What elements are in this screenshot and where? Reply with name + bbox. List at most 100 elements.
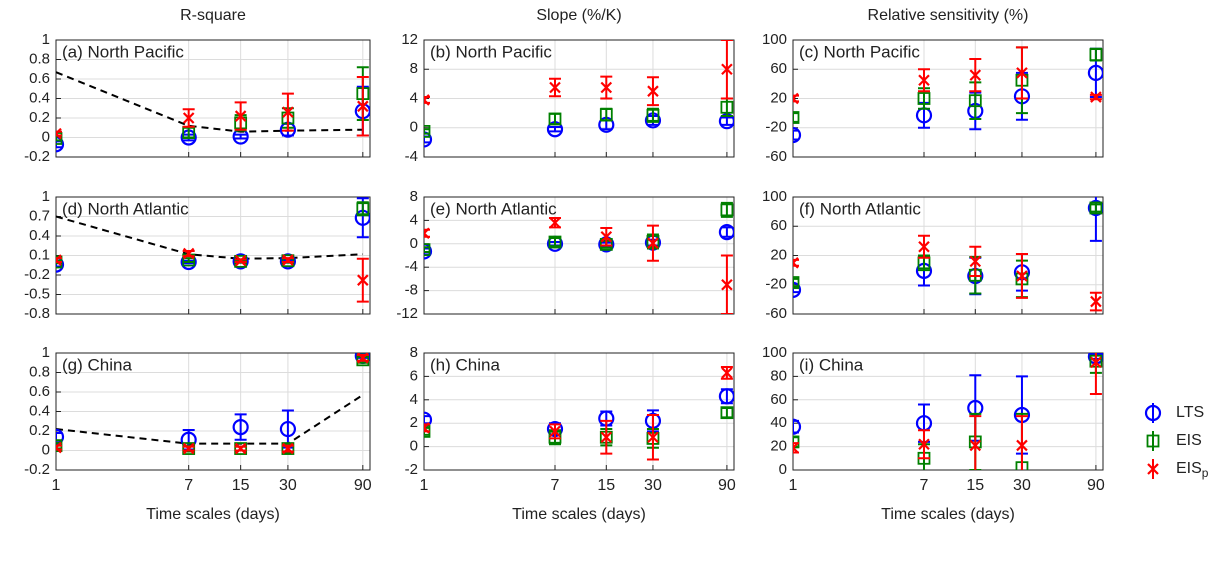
marker-x	[969, 69, 982, 81]
y-tick-label: 4	[410, 391, 418, 408]
marker-circle	[232, 253, 249, 270]
marker-x	[600, 231, 613, 243]
panel: -2 0 2 4 6 8 1 7 15 30 90 (h) China Time scales (day…	[405, 344, 736, 523]
error-bar	[234, 133, 247, 140]
y-tick-label: 2	[410, 414, 418, 431]
marker-x	[234, 442, 247, 455]
data-layer	[56, 353, 370, 455]
y-tick-label: 20	[770, 89, 787, 106]
marker-x	[282, 106, 294, 118]
marker-x	[282, 442, 294, 455]
legend-name: EIS	[1176, 432, 1202, 449]
marker-square	[182, 442, 196, 455]
marker-square	[424, 125, 431, 138]
marker-square	[281, 442, 295, 455]
plot-area	[424, 197, 734, 314]
x-tick-label: 90	[718, 477, 736, 494]
marker-x	[424, 227, 430, 240]
marker-square	[356, 202, 370, 216]
y-tick-label: 1	[42, 344, 50, 361]
marker-x	[182, 247, 195, 260]
y-tick-label: -0.2	[24, 148, 50, 165]
data-layer	[793, 197, 1103, 312]
y-tick-label: 8	[410, 344, 418, 361]
x-tick-label: 1	[420, 477, 429, 494]
y-tick-label: 100	[762, 188, 787, 205]
x-tick-label: 7	[184, 477, 193, 494]
y-tick-label: 0	[779, 461, 787, 478]
marker-square	[281, 254, 295, 268]
marker-x	[600, 81, 613, 94]
marker-x	[357, 100, 369, 113]
marker-circle	[793, 418, 802, 435]
plot-area	[424, 353, 734, 470]
axes-frame	[423, 352, 735, 471]
y-tick-label: 0.8	[29, 50, 50, 67]
x-tick-label: 15	[232, 477, 250, 494]
y-tick-label: 40	[770, 414, 787, 431]
error-bar	[424, 128, 430, 135]
data-layer	[424, 201, 734, 314]
y-tick-label: 0.2	[29, 109, 50, 126]
marker-x	[918, 240, 930, 253]
data-layer	[793, 353, 1103, 470]
marker-square	[793, 111, 800, 124]
x-tick-label: 7	[551, 477, 560, 494]
marker-square	[917, 92, 931, 105]
panel: 0 20 40 60 80 100 1 7 15 30 90 (i) China Time scales…	[762, 344, 1105, 523]
y-tick-label: 0	[410, 438, 418, 455]
y-tick-label: 4	[410, 211, 418, 228]
marker-x	[721, 278, 733, 291]
marker-x	[721, 63, 733, 76]
y-tick-label: 60	[770, 391, 787, 408]
x-tick-label: 90	[354, 477, 372, 494]
marker-square	[1089, 201, 1103, 215]
marker-x	[56, 254, 62, 266]
error-bar	[793, 277, 799, 288]
marker-circle	[793, 126, 802, 144]
y-tick-label: 1	[42, 188, 50, 205]
marker-square	[793, 435, 800, 449]
y-tick-label: 0.6	[29, 383, 50, 400]
data-layer	[56, 66, 370, 153]
axes-frame	[55, 196, 371, 315]
panel: -0.2 0 0.2 0.4 0.6 0.8 1 (a) North Pacific R-squ…	[24, 7, 371, 165]
y-tick-label: -0.2	[24, 266, 50, 283]
legend-subscript: p	[1202, 466, 1209, 480]
panel-title: (e) North Atlantic	[430, 199, 557, 218]
panel-title: (b) North Pacific	[430, 42, 552, 61]
panel-title: (h) China	[430, 355, 500, 374]
x-axis-label: Time scales (days)	[512, 506, 646, 523]
marker-x	[357, 353, 369, 364]
legend-name: LTS	[1176, 404, 1204, 421]
column-title: Slope (%/K)	[536, 7, 621, 24]
error-bar	[56, 444, 62, 451]
marker-x	[647, 237, 659, 249]
marker-square	[599, 108, 613, 121]
panel: -0.2 0 0.2 0.4 0.6 0.8 1 1 7 15 30 90 (g) China Time …	[24, 344, 372, 523]
y-tick-label: -2	[405, 461, 418, 478]
legend-label: LTS	[1176, 404, 1204, 421]
legend-label: EIS	[1176, 432, 1202, 449]
marker-square	[56, 132, 63, 145]
plot-area	[793, 353, 1103, 470]
marker-x	[1016, 270, 1028, 282]
marker-x	[793, 257, 799, 269]
error-bar	[646, 107, 659, 123]
marker-square	[646, 108, 660, 122]
y-tick-label: 0	[42, 128, 50, 145]
y-tick-label: 8	[410, 188, 418, 205]
marker-x	[424, 94, 430, 106]
legend-label: EISp	[1176, 460, 1209, 480]
marker-circle	[56, 256, 65, 273]
y-tick-label: -4	[405, 148, 418, 165]
y-tick-label: -0.8	[24, 305, 50, 322]
error-bar	[1089, 203, 1102, 213]
y-tick-label: 100	[762, 344, 787, 361]
y-tick-label: 0	[410, 119, 418, 136]
panel-title: (i) China	[799, 355, 864, 374]
marker-x	[56, 441, 62, 454]
marker-x	[600, 431, 613, 444]
marker-square	[1089, 48, 1103, 62]
